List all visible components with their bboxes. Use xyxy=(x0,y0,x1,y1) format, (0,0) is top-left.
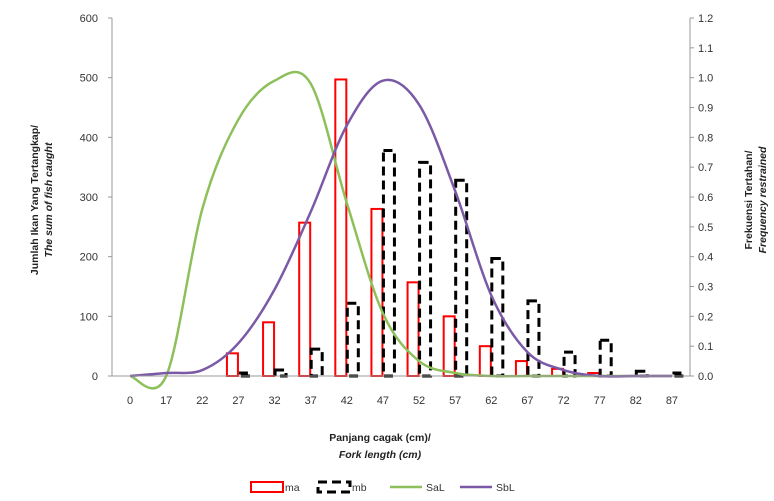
x-tick-label: 27 xyxy=(232,395,244,407)
right-tick-label: 0.9 xyxy=(698,103,713,115)
bar-ma xyxy=(478,345,492,377)
right-tick-label: 0.1 xyxy=(698,341,713,353)
legend-label-mb: mb xyxy=(352,482,367,494)
left-tick-label: 500 xyxy=(80,73,98,85)
right-tick-label: 0.5 xyxy=(698,222,713,234)
curves xyxy=(129,70,672,390)
x-tick-label: 67 xyxy=(521,395,533,407)
bar-ma xyxy=(514,360,528,378)
x-axis-title: Panjang cagak (cm)/ xyxy=(329,432,431,444)
x-tick-label: 37 xyxy=(305,395,317,407)
bar-mb xyxy=(418,160,433,378)
left-axis-ticks: 0 100 200 300 400 500 600 xyxy=(80,13,112,383)
legend-swatch-ma xyxy=(250,481,284,493)
left-tick-label: 600 xyxy=(80,13,98,25)
legend-item-SbL: SbL xyxy=(460,482,515,494)
bar-ma xyxy=(262,321,276,377)
x-tick-label: 57 xyxy=(449,395,461,407)
bar-mb xyxy=(273,368,288,378)
bar-mb xyxy=(598,338,613,378)
bar-ma xyxy=(406,281,420,377)
x-tick-label: 0 xyxy=(127,395,133,407)
y-axis-right-subtitle: Frequency restrained xyxy=(757,146,769,253)
legend-item-ma: ma xyxy=(250,481,300,494)
x-axis-ticks: 0 17 22 27 32 37 42 47 52 57 62 67 72 77 82 87 xyxy=(127,395,678,407)
legend-label-SaL: SaL xyxy=(426,482,445,494)
right-tick-label: 0.3 xyxy=(698,282,713,294)
bar-ma xyxy=(334,78,348,377)
bar-ma xyxy=(298,221,312,377)
bar-ma xyxy=(442,315,456,378)
x-tick-label: 22 xyxy=(196,395,208,407)
right-tick-label: 0.8 xyxy=(698,132,713,144)
legend: ma mb SaL SbL xyxy=(250,480,515,494)
right-tick-label: 0.6 xyxy=(698,192,713,204)
right-tick-label: 0.4 xyxy=(698,252,713,264)
x-tick-label: 17 xyxy=(160,395,172,407)
x-tick-label: 77 xyxy=(594,395,606,407)
x-tick-label: 52 xyxy=(413,395,425,407)
x-tick-label: 72 xyxy=(557,395,569,407)
x-tick-label: 32 xyxy=(268,395,280,407)
legend-label-SbL: SbL xyxy=(496,482,515,494)
legend-label-ma: ma xyxy=(285,482,300,494)
x-axis-subtitle: Fork length (cm) xyxy=(339,449,422,461)
legend-item-SaL: SaL xyxy=(390,482,445,494)
right-tick-label: 1.1 xyxy=(698,43,713,55)
line-SaL xyxy=(129,70,672,390)
left-tick-label: 300 xyxy=(80,192,98,204)
y-axis-left-title: Jumlah Ikan Yang Tertangkap/ xyxy=(29,125,41,275)
bars xyxy=(225,78,685,378)
x-tick-label: 47 xyxy=(377,395,389,407)
legend-item-mb: mb xyxy=(316,480,367,494)
right-tick-label: 1.2 xyxy=(698,13,713,25)
x-tick-label: 82 xyxy=(630,395,642,407)
bar-mb xyxy=(381,148,396,378)
right-tick-label: 0.0 xyxy=(698,371,713,383)
bar-mb xyxy=(309,347,324,378)
legend-swatch-mb xyxy=(316,480,352,494)
y-axis-right-title: Frekuensi Tertahan/ xyxy=(743,150,755,249)
x-tick-label: 42 xyxy=(341,395,353,407)
bar-ma xyxy=(370,207,384,377)
bar-mb xyxy=(345,301,360,378)
right-axis-ticks: 0.0 0.1 0.2 0.3 0.4 0.5 0.6 0.7 0.8 0.9 1.0 1.1 1.2 xyxy=(690,13,713,383)
right-tick-label: 1.0 xyxy=(698,73,713,85)
left-tick-label: 200 xyxy=(80,252,98,264)
x-tick-label: 62 xyxy=(485,395,497,407)
y-axis-left-subtitle: The sum of fish caught xyxy=(43,142,55,257)
bar-mb xyxy=(526,299,541,378)
left-tick-label: 400 xyxy=(80,132,98,144)
x-tick-label: 87 xyxy=(666,395,678,407)
right-tick-label: 0.7 xyxy=(698,162,713,174)
line-SbL xyxy=(129,78,672,378)
bar-ma xyxy=(225,352,239,377)
bar-mb xyxy=(562,350,577,378)
right-tick-label: 0.2 xyxy=(698,311,713,323)
left-tick-label: 100 xyxy=(80,311,98,323)
left-tick-label: 0 xyxy=(92,371,98,383)
